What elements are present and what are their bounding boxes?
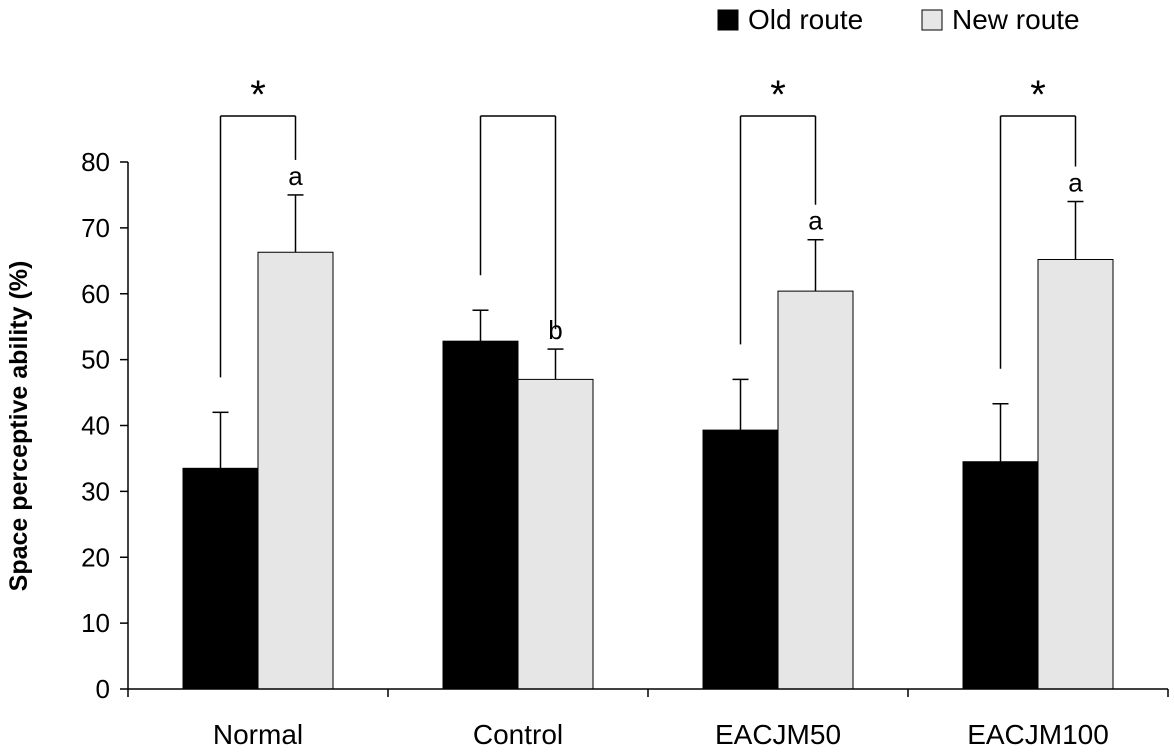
letter-label: a — [1068, 168, 1083, 198]
legend-label-old-route: Old route — [748, 4, 863, 35]
bars — [182, 194, 1114, 690]
bar-old-route — [182, 467, 259, 690]
bar-old-route — [702, 429, 779, 690]
significance-star: * — [250, 73, 266, 117]
letter-label: a — [288, 161, 303, 191]
x-tick-label: Normal — [213, 719, 303, 750]
letter-label: b — [548, 315, 562, 345]
x-axis-tick-labels: Normal Control EACJM50 EACJM100 — [127, 689, 1169, 750]
legend-label-new-route: New route — [952, 4, 1080, 35]
y-tick-label: 0 — [96, 674, 110, 704]
bar-new-route — [777, 290, 854, 690]
bar-old-route — [442, 340, 519, 690]
y-axis-ticks: 0 10 20 30 40 50 60 70 80 — [81, 147, 128, 704]
x-tick-label: EACJM50 — [715, 719, 841, 750]
bar-new-route — [257, 251, 334, 690]
y-tick-label: 40 — [81, 411, 110, 441]
bar-new-route — [517, 378, 594, 690]
bar-old-route — [962, 461, 1039, 690]
legend-swatch-old-route — [717, 9, 739, 31]
x-tick-label: Control — [473, 719, 563, 750]
y-tick-label: 80 — [81, 147, 110, 177]
y-axis-label: Space perceptive ability (%) — [5, 261, 33, 592]
legend: Old route New route — [717, 4, 1080, 35]
x-tick-label: EACJM100 — [967, 719, 1109, 750]
y-tick-label: 30 — [81, 476, 110, 506]
significance-star: * — [1030, 73, 1046, 117]
legend-swatch-new-route — [921, 9, 943, 31]
y-tick-label: 70 — [81, 213, 110, 243]
y-tick-label: 10 — [81, 608, 110, 638]
y-tick-label: 60 — [81, 279, 110, 309]
y-tick-label: 50 — [81, 345, 110, 375]
bar-new-route — [1037, 258, 1114, 690]
significance-star: * — [770, 73, 786, 117]
y-tick-label: 20 — [81, 542, 110, 572]
annotations: a * b a * a * — [219, 73, 1083, 378]
letter-label: a — [808, 206, 823, 236]
